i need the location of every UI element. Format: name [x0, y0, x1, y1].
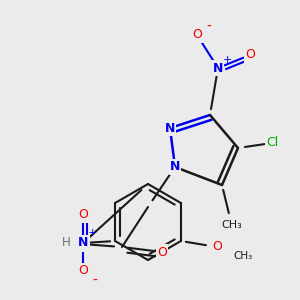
Text: H: H	[61, 236, 70, 248]
Text: N: N	[77, 238, 87, 250]
Text: N: N	[213, 61, 223, 74]
Text: CH₃: CH₃	[233, 251, 252, 261]
Text: O: O	[78, 265, 88, 278]
Text: +: +	[222, 55, 232, 65]
Text: -: -	[207, 20, 212, 34]
Text: N: N	[165, 122, 175, 134]
Text: +: +	[87, 228, 97, 238]
Text: O: O	[212, 239, 222, 253]
Text: -: -	[93, 274, 98, 288]
Text: O: O	[78, 208, 88, 221]
Text: O: O	[192, 28, 202, 41]
Text: N: N	[170, 160, 180, 173]
Text: N: N	[78, 236, 88, 250]
Text: CH₃: CH₃	[222, 220, 242, 230]
Text: O: O	[157, 245, 167, 259]
Text: O: O	[245, 49, 255, 62]
Text: Cl: Cl	[266, 136, 278, 149]
